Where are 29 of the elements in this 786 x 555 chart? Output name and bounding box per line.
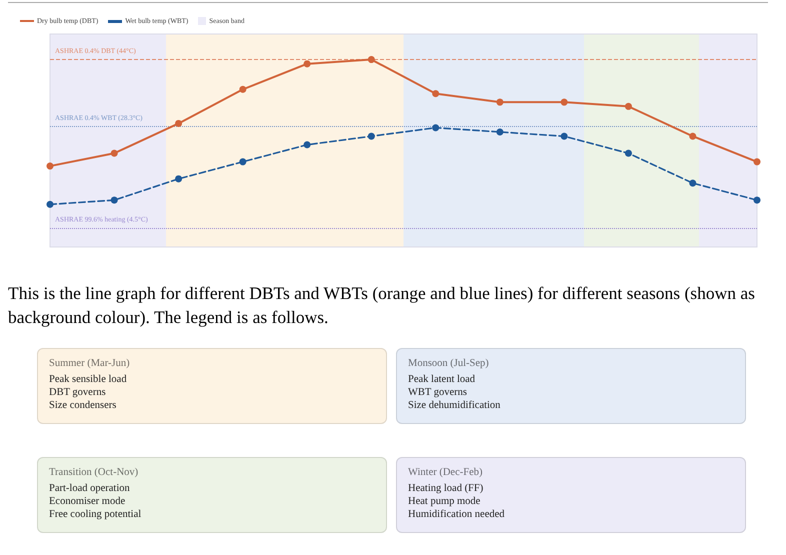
point [496,128,504,136]
point [624,102,632,110]
point [110,196,118,204]
point [432,90,440,98]
text: Winter (Dec-Feb) Heating load (FF) Heat pump mode Humidification needed [408,466,506,521]
point [689,180,696,187]
point [46,162,54,170]
point [368,132,375,140]
point [239,158,246,166]
point [624,150,632,157]
point [754,158,760,166]
point [368,56,375,64]
point [496,98,504,106]
point [560,132,568,140]
point [175,175,182,182]
point [239,86,246,93]
point [110,150,118,157]
point [304,141,311,148]
text: Summer (Mar-Jun) Peak sensible load DBT governs Size condensers [49,357,131,412]
text: Transition (Oct-Nov) Part-load operation Economiser mode Free cooling potential [49,466,142,521]
point [689,132,696,140]
point [432,124,440,132]
text: Monsoon (Jul-Sep) Peak latent load WBT governs Size dehumidification [408,357,502,412]
text: This is the line graph for different DBTs and WBTs (orange and blue lines) for different seasons (shown as background colour). The legend is as follows. [8,282,756,329]
point [304,60,311,68]
point [560,98,568,106]
point [175,120,182,127]
point [46,200,54,208]
point [754,196,760,204]
